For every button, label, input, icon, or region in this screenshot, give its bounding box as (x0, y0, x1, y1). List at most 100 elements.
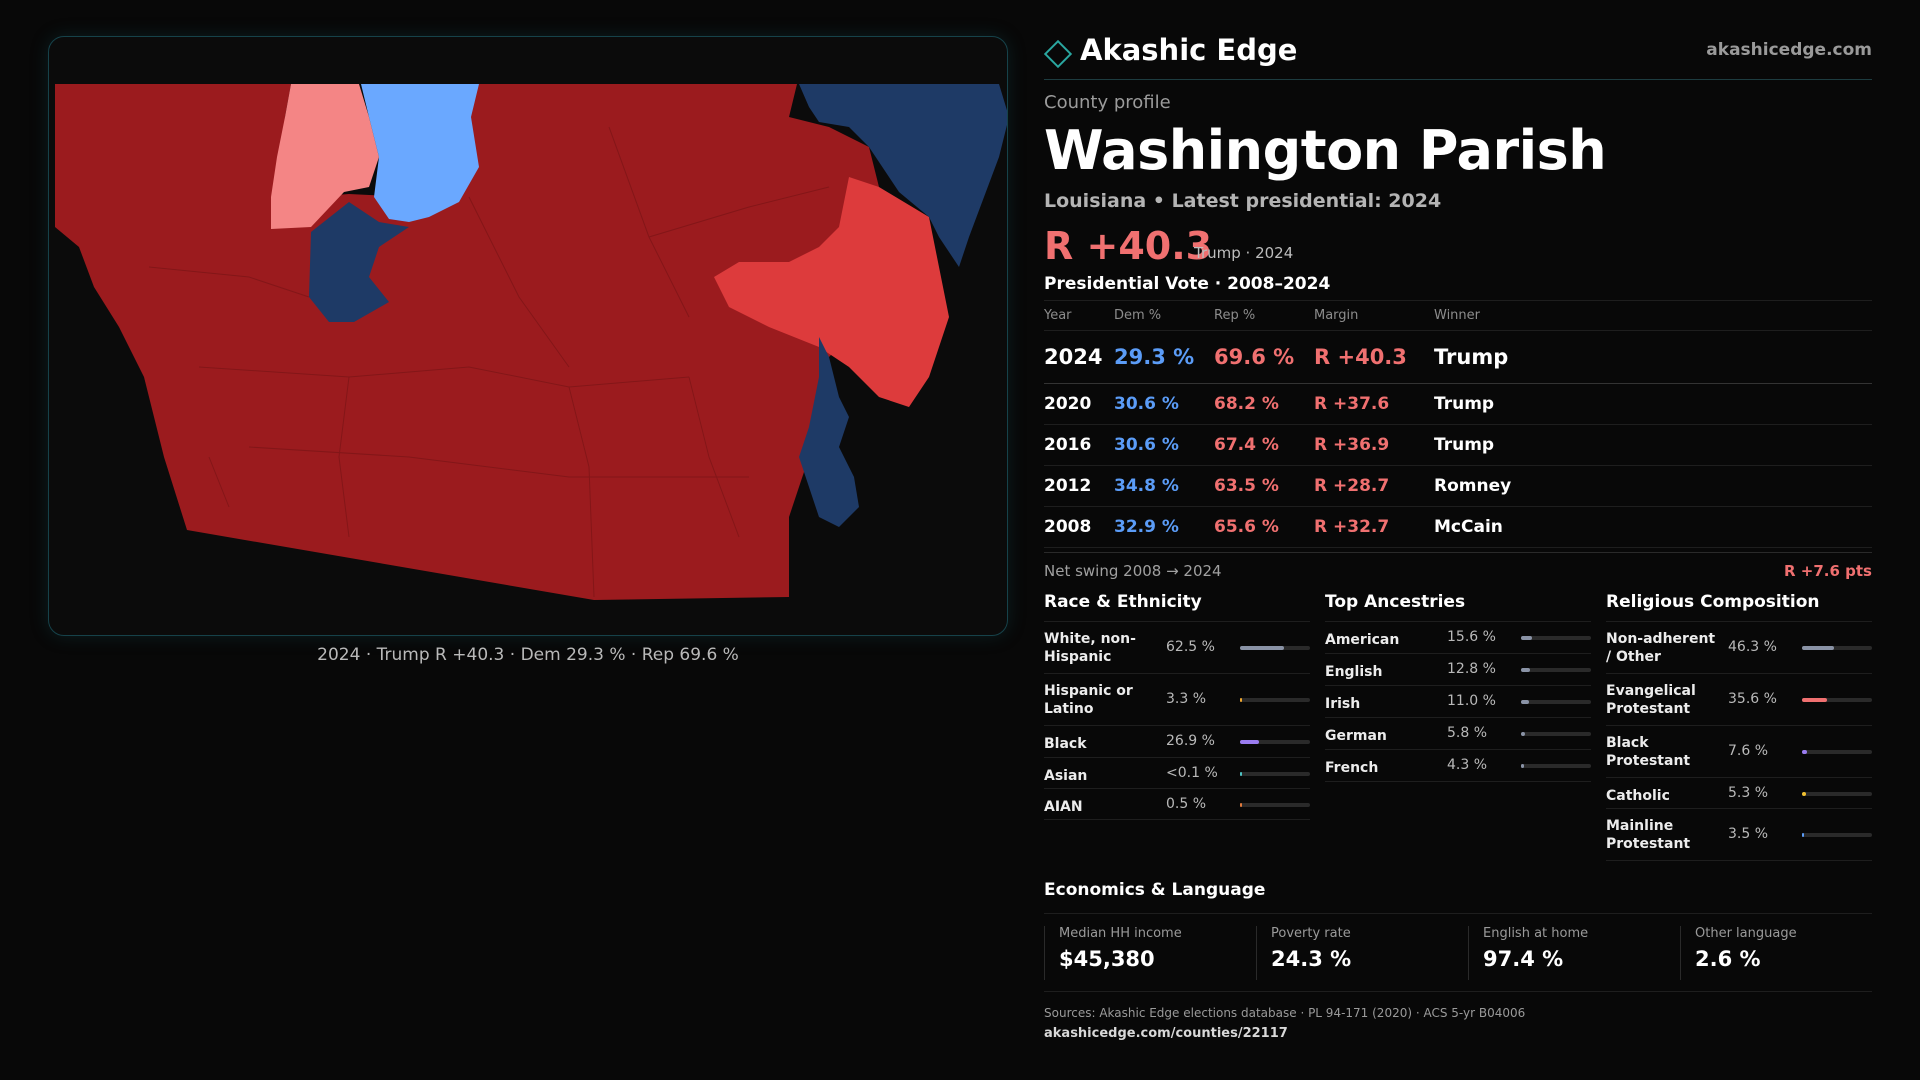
demographic-row: American 15.6 % (1325, 622, 1591, 654)
cell-winner: Romney (1434, 465, 1872, 507)
map-region-lean-d[interactable] (361, 84, 479, 222)
demographic-row: Hispanic or Latino 3.3 % (1044, 674, 1310, 726)
headline-note: Trump · 2024 (1194, 244, 1294, 262)
table-row: 2024 29.3 % 69.6 % R +40.3 Trump (1044, 330, 1872, 384)
economics-section-title: Economics & Language (1044, 880, 1872, 914)
map-region-safe-d-1[interactable] (309, 202, 409, 322)
headline-result: R +40.3 Trump · 2024 (1044, 224, 1872, 268)
county-map-panel (48, 36, 1008, 636)
stat-label: Poverty rate (1271, 926, 1351, 941)
share-bar-track (1240, 740, 1310, 744)
col-header-year: Year (1044, 300, 1114, 331)
demographic-label: Mainline Protestant (1606, 818, 1691, 852)
demographic-value: 35.6 % (1728, 691, 1777, 707)
demographic-label: Asian (1044, 768, 1088, 784)
share-bar-track (1240, 802, 1310, 807)
demographic-label: French (1325, 760, 1379, 776)
cell-dem: 30.6 % (1114, 383, 1214, 425)
demographic-label: Irish (1325, 696, 1361, 712)
share-bar-track (1802, 698, 1872, 702)
headline-margin: R +40.3 (1044, 224, 1213, 268)
stat-english-at-home: English at home 97.4 % (1468, 926, 1680, 980)
demographic-label: English (1325, 664, 1383, 680)
cell-margin: R +40.3 (1314, 330, 1434, 384)
share-bar-fill (1521, 764, 1524, 768)
economics-stats: Median HH income $45,380 Poverty rate 24… (1044, 914, 1872, 992)
share-bar-fill (1521, 636, 1532, 640)
stat-label: Median HH income (1059, 926, 1182, 941)
demographic-row: English 12.8 % (1325, 654, 1591, 686)
share-bar-track (1521, 636, 1591, 640)
map-region-lean-r[interactable] (714, 177, 949, 407)
demographic-row: Evangelical Protestant 35.6 % (1606, 674, 1872, 726)
share-bar-fill (1802, 791, 1806, 796)
share-bar-fill (1802, 833, 1805, 837)
share-bar-track (1802, 833, 1872, 837)
cell-year: 2012 (1044, 465, 1114, 507)
demographic-value: 5.3 % (1728, 784, 1769, 801)
stat-other-language: Other language 2.6 % (1680, 926, 1872, 980)
county-borders (148, 126, 830, 598)
religion-column: Religious Composition Non-adherent / Oth… (1606, 586, 1872, 861)
share-bar-track (1240, 646, 1310, 650)
county-permalink[interactable]: akashicedge.com/counties/22117 (1044, 1026, 1288, 1041)
demographic-value: 7.6 % (1728, 743, 1769, 759)
share-bar-fill (1240, 740, 1259, 744)
page-kicker: County profile (1044, 92, 1171, 113)
share-bar-track (1521, 764, 1591, 768)
map-region-safe-d-3[interactable] (799, 337, 859, 527)
col-header-margin: Margin (1314, 300, 1434, 331)
demographic-value: 26.9 % (1166, 733, 1215, 749)
stat-value: 2.6 % (1695, 947, 1761, 971)
county-map[interactable] (49, 37, 1008, 636)
share-bar-fill (1240, 646, 1284, 650)
demographic-row: Mainline Protestant 3.5 % (1606, 809, 1872, 861)
share-bar-track (1240, 698, 1310, 702)
demographic-row: Irish 11.0 % (1325, 686, 1591, 718)
share-bar-track (1521, 668, 1591, 672)
brand-name[interactable]: Akashic Edge (1080, 33, 1298, 67)
cell-rep: 65.6 % (1214, 506, 1314, 548)
share-bar-track (1521, 732, 1591, 736)
brand-header: Akashic Edge akashicedge.com (1043, 30, 1872, 80)
cell-margin: R +37.6 (1314, 383, 1434, 425)
cell-year: 2016 (1044, 424, 1114, 466)
demographic-label: American (1325, 632, 1400, 648)
net-swing-label: Net swing 2008 → 2024 (1044, 562, 1222, 580)
map-region-tilt-r[interactable] (271, 84, 379, 229)
cell-rep: 67.4 % (1214, 424, 1314, 466)
cell-winner: McCain (1434, 506, 1872, 548)
share-bar-track (1802, 646, 1872, 650)
stat-value: 97.4 % (1483, 947, 1564, 971)
demographic-value: 5.8 % (1447, 725, 1488, 741)
demographic-label: Non-adherent / Other (1606, 631, 1716, 665)
table-row: 2012 34.8 % 63.5 % R +28.7 Romney (1044, 465, 1872, 507)
vote-section-title: Presidential Vote · 2008–2024 (1044, 274, 1331, 294)
cell-year: 2008 (1044, 506, 1114, 548)
demographic-row: White, non-Hispanic 62.5 % (1044, 622, 1310, 674)
demographic-row: AIAN 0.5 % (1044, 789, 1310, 820)
demographics-grid: Race & Ethnicity White, non-Hispanic 62.5… (1044, 586, 1872, 861)
demographic-label: AIAN (1044, 799, 1083, 815)
cell-rep: 69.6 % (1214, 330, 1314, 384)
demographic-label: Catholic (1606, 788, 1670, 804)
col-header-dem: Dem % (1114, 300, 1214, 331)
map-region-safe-d-2[interactable] (799, 84, 1008, 267)
vote-table: Year Dem % Rep % Margin Winner 2024 29.3… (1044, 300, 1872, 548)
share-bar-track (1240, 771, 1310, 776)
cell-rep: 68.2 % (1214, 383, 1314, 425)
brand-url-link[interactable]: akashicedge.com (1706, 40, 1872, 60)
map-caption: 2024 · Trump R +40.3 · Dem 29.3 % · Rep … (317, 645, 739, 665)
table-row: 2016 30.6 % 67.4 % R +36.9 Trump (1044, 424, 1872, 466)
demographic-label: German (1325, 728, 1387, 744)
demographic-value: 46.3 % (1728, 639, 1777, 655)
share-bar-track (1521, 700, 1591, 704)
share-bar-fill (1802, 698, 1827, 702)
share-bar-track (1802, 750, 1872, 754)
map-region-safe-r[interactable] (55, 84, 889, 600)
page-subtitle: Louisiana • Latest presidential: 2024 (1044, 190, 1442, 212)
cell-margin: R +32.7 (1314, 506, 1434, 548)
share-bar-fill (1521, 668, 1530, 672)
demographic-label: Black Protestant (1606, 735, 1691, 769)
cell-margin: R +28.7 (1314, 465, 1434, 507)
